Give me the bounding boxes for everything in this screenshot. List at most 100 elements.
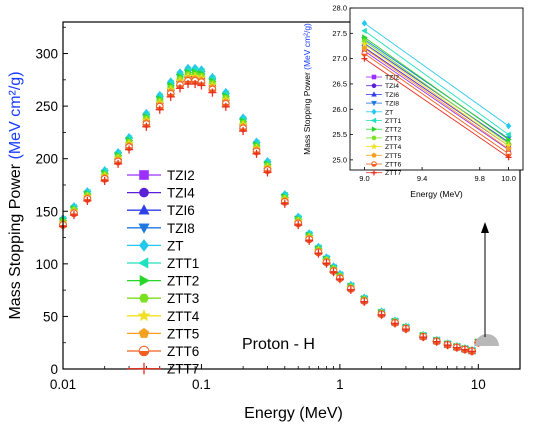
legend-item-ztt1: ZTT1 xyxy=(127,256,199,271)
legend-marker xyxy=(138,204,150,215)
y-tick-label: 200 xyxy=(35,152,58,167)
inset-x-tick-label: 9.0 xyxy=(359,174,369,183)
inset-series-line xyxy=(364,53,509,155)
data-point xyxy=(314,249,323,258)
y-tick-label: 100 xyxy=(35,257,58,272)
inset-legend-item-ztt7: ZTT7 xyxy=(366,169,401,177)
legend-marker xyxy=(138,239,150,252)
inset-x-tick-label: 10.0 xyxy=(501,174,516,183)
inset-legend-item-ztt3: ZTT3 xyxy=(366,135,401,142)
data-point xyxy=(329,268,338,277)
inset-y-tick-label: 26.0 xyxy=(332,105,347,114)
inset-callout xyxy=(475,222,499,346)
legend-item-ztt4: ZTT4 xyxy=(127,309,200,324)
inset-y-axis-unit: (MeV cm²/g) xyxy=(302,23,312,70)
inset-legend-marker xyxy=(370,117,377,124)
data-point xyxy=(239,126,248,136)
inset-plot: 25.0 25.5 26.0 26.5 27.0 27.5 28.0 9.0 9.4 9.8 10.… xyxy=(302,4,524,199)
data-point xyxy=(197,81,206,90)
data-point xyxy=(401,325,411,334)
inset-legend-label: TZI4 xyxy=(385,83,399,90)
legend-item-ztt3: ZTT3 xyxy=(127,291,199,306)
data-point xyxy=(460,345,469,354)
inset-y-tick-label: 26.5 xyxy=(332,79,347,88)
inset-legend-item-ztt2: ZTT2 xyxy=(366,126,401,134)
data-point xyxy=(114,159,123,168)
data-point xyxy=(280,199,289,208)
data-point xyxy=(346,285,355,294)
legend-item-ztt6: ZTT6 xyxy=(127,344,199,359)
data-point xyxy=(124,145,134,154)
y-axis-unit: (MeV cm²/g) xyxy=(7,71,24,159)
inset-y-tick-label: 28.0 xyxy=(332,4,347,13)
inset-legend-marker xyxy=(371,169,377,176)
inset-legend-item-ztt6: ZTT6 xyxy=(366,161,401,169)
legend-item-ztt7: ZTT7 xyxy=(127,362,199,377)
legend-marker xyxy=(138,345,150,357)
inset-y-tick-label: 27.5 xyxy=(332,29,347,38)
inset-legend-item-tzi8: TZI8 xyxy=(366,101,399,108)
inset-legend-marker xyxy=(371,108,377,115)
legend-label: ZTT3 xyxy=(167,291,199,306)
data-point xyxy=(252,149,261,158)
y-tick-label: 0 xyxy=(50,362,58,377)
legend-item-ztt5: ZTT5 xyxy=(127,326,199,341)
inset-legend-marker xyxy=(371,83,377,88)
legend-marker xyxy=(139,187,149,198)
inset-frame xyxy=(349,7,524,171)
data-point xyxy=(335,275,344,284)
inset-data-point xyxy=(361,55,368,62)
inset-y-axis-label: Mass Stopping Power (MeV cm²/g) xyxy=(302,23,312,155)
data-point xyxy=(183,79,193,89)
inset-data-point xyxy=(361,50,368,57)
main-series-group xyxy=(58,63,484,356)
legend-item-tzi4: TZI4 xyxy=(127,186,195,201)
annotation-proton-h: Proton - H xyxy=(242,336,315,353)
inset-legend-label: ZTT4 xyxy=(385,144,401,151)
inset-series-line xyxy=(364,44,509,147)
callout-arrow-head xyxy=(481,222,489,233)
legend-label: ZT xyxy=(167,238,184,253)
inset-y-tick-label: 27.0 xyxy=(332,54,347,63)
zoom-region-marker xyxy=(475,334,499,346)
inset-data-point xyxy=(506,136,512,143)
inset-data-point xyxy=(361,19,368,27)
x-tick-label: 0.1 xyxy=(192,377,211,392)
legend-label: ZTT4 xyxy=(167,309,200,324)
legend: TZI2 TZI4 TZI6 TZI8 ZT ZTT1 ZTT2 ZTT3 ZTT4 ZTT5 ZT… xyxy=(127,168,200,377)
inset-legend-marker xyxy=(371,135,377,141)
legend-marker xyxy=(138,362,150,375)
inset-legend-marker xyxy=(371,74,377,80)
inset-series-line xyxy=(364,40,509,145)
legend-item-ztt2: ZTT2 xyxy=(127,274,199,289)
inset-legend-label: ZTT5 xyxy=(385,153,401,160)
inset-series-ztt5 xyxy=(361,45,512,152)
inset-legend-marker xyxy=(371,100,377,107)
plot-frame xyxy=(62,21,521,370)
legend-label: TZI2 xyxy=(167,168,195,183)
legend-label: ZTT1 xyxy=(167,256,199,271)
inset-legend-item-ztt5: ZTT5 xyxy=(366,152,401,160)
data-point xyxy=(100,176,109,186)
inset-y-tick-label: 25.5 xyxy=(332,130,347,139)
inset-legend-marker xyxy=(371,152,377,158)
data-point xyxy=(221,102,230,111)
data-point xyxy=(443,340,452,350)
data-point xyxy=(208,88,217,97)
legend-marker xyxy=(138,293,150,303)
inset-data-point xyxy=(505,131,511,138)
legend-label: TZI8 xyxy=(167,221,195,236)
data-point xyxy=(83,196,92,205)
x-tick-label: 0.01 xyxy=(50,377,76,392)
legend-label: ZTT2 xyxy=(167,274,199,289)
inset-legend-label: TZI2 xyxy=(385,75,399,82)
y-tick-label: 300 xyxy=(35,47,58,62)
inset-legend-marker xyxy=(371,161,377,167)
data-point xyxy=(175,84,185,93)
inset-legend-item-tzi4: TZI4 xyxy=(366,83,399,90)
y-axis-label: Mass Stopping Power (MeV cm²/g) xyxy=(7,71,24,319)
inset-y-axis-label-text: Mass Stopping Power xyxy=(302,70,312,155)
inset-legend-marker xyxy=(371,126,378,133)
data-point xyxy=(360,297,369,306)
